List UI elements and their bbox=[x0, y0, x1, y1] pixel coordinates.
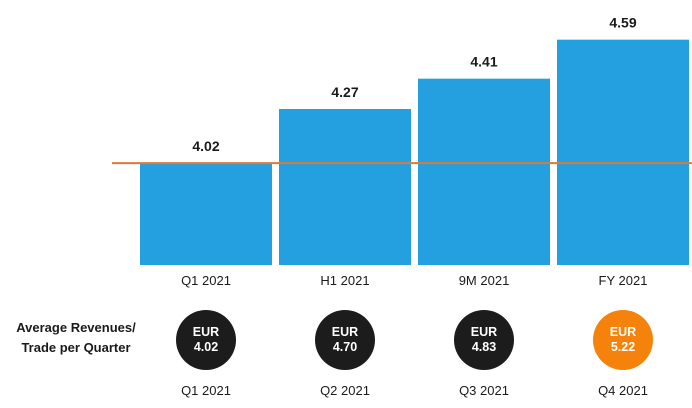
bar-1 bbox=[140, 163, 272, 265]
x-tick-label-1: Q1 2021 bbox=[181, 273, 231, 288]
circle-currency: EUR bbox=[470, 325, 498, 339]
quarter-label-q2: Q2 2021 bbox=[320, 383, 370, 398]
revenue-circle-q3: EUR 4.83 bbox=[454, 310, 514, 370]
row-label-line1: Average Revenues/ bbox=[16, 320, 136, 335]
bar-chart: 4.02 Q1 2021 4.27 H1 2021 4.41 9M 2021 4.59 FY … bbox=[112, 15, 692, 288]
bar-value-label-3: 4.41 bbox=[470, 54, 497, 70]
quarter-label-q1: Q1 2021 bbox=[181, 383, 231, 398]
quarter-label-q3: Q3 2021 bbox=[459, 383, 509, 398]
circle-value: 4.83 bbox=[471, 340, 497, 354]
bar-value-label-1: 4.02 bbox=[192, 138, 219, 154]
quarter-label-q4: Q4 2021 bbox=[598, 383, 648, 398]
circle-value: 4.70 bbox=[332, 340, 358, 354]
circle-value: 4.02 bbox=[193, 340, 219, 354]
circle-currency: EUR bbox=[192, 325, 220, 339]
bar-value-label-2: 4.27 bbox=[331, 84, 358, 100]
bar-value-label-4: 4.59 bbox=[609, 15, 636, 31]
circle-value: 5.22 bbox=[610, 340, 636, 354]
circle-currency: EUR bbox=[331, 325, 359, 339]
bar-4 bbox=[557, 39, 689, 265]
x-tick-label-2: H1 2021 bbox=[320, 273, 369, 288]
revenue-circle-q4: EUR 5.22 bbox=[593, 310, 653, 370]
revenue-circle-q1: EUR 4.02 bbox=[176, 310, 236, 370]
x-tick-label-4: FY 2021 bbox=[599, 273, 648, 288]
revenue-circle-q2: EUR 4.70 bbox=[315, 310, 375, 370]
row-label: Average Revenues/ Trade per Quarter bbox=[6, 318, 146, 358]
x-tick-label-3: 9M 2021 bbox=[459, 273, 510, 288]
row-label-line2: Trade per Quarter bbox=[21, 340, 131, 355]
bar-3 bbox=[418, 78, 550, 266]
bar-2 bbox=[279, 109, 411, 265]
circle-currency: EUR bbox=[609, 325, 637, 339]
